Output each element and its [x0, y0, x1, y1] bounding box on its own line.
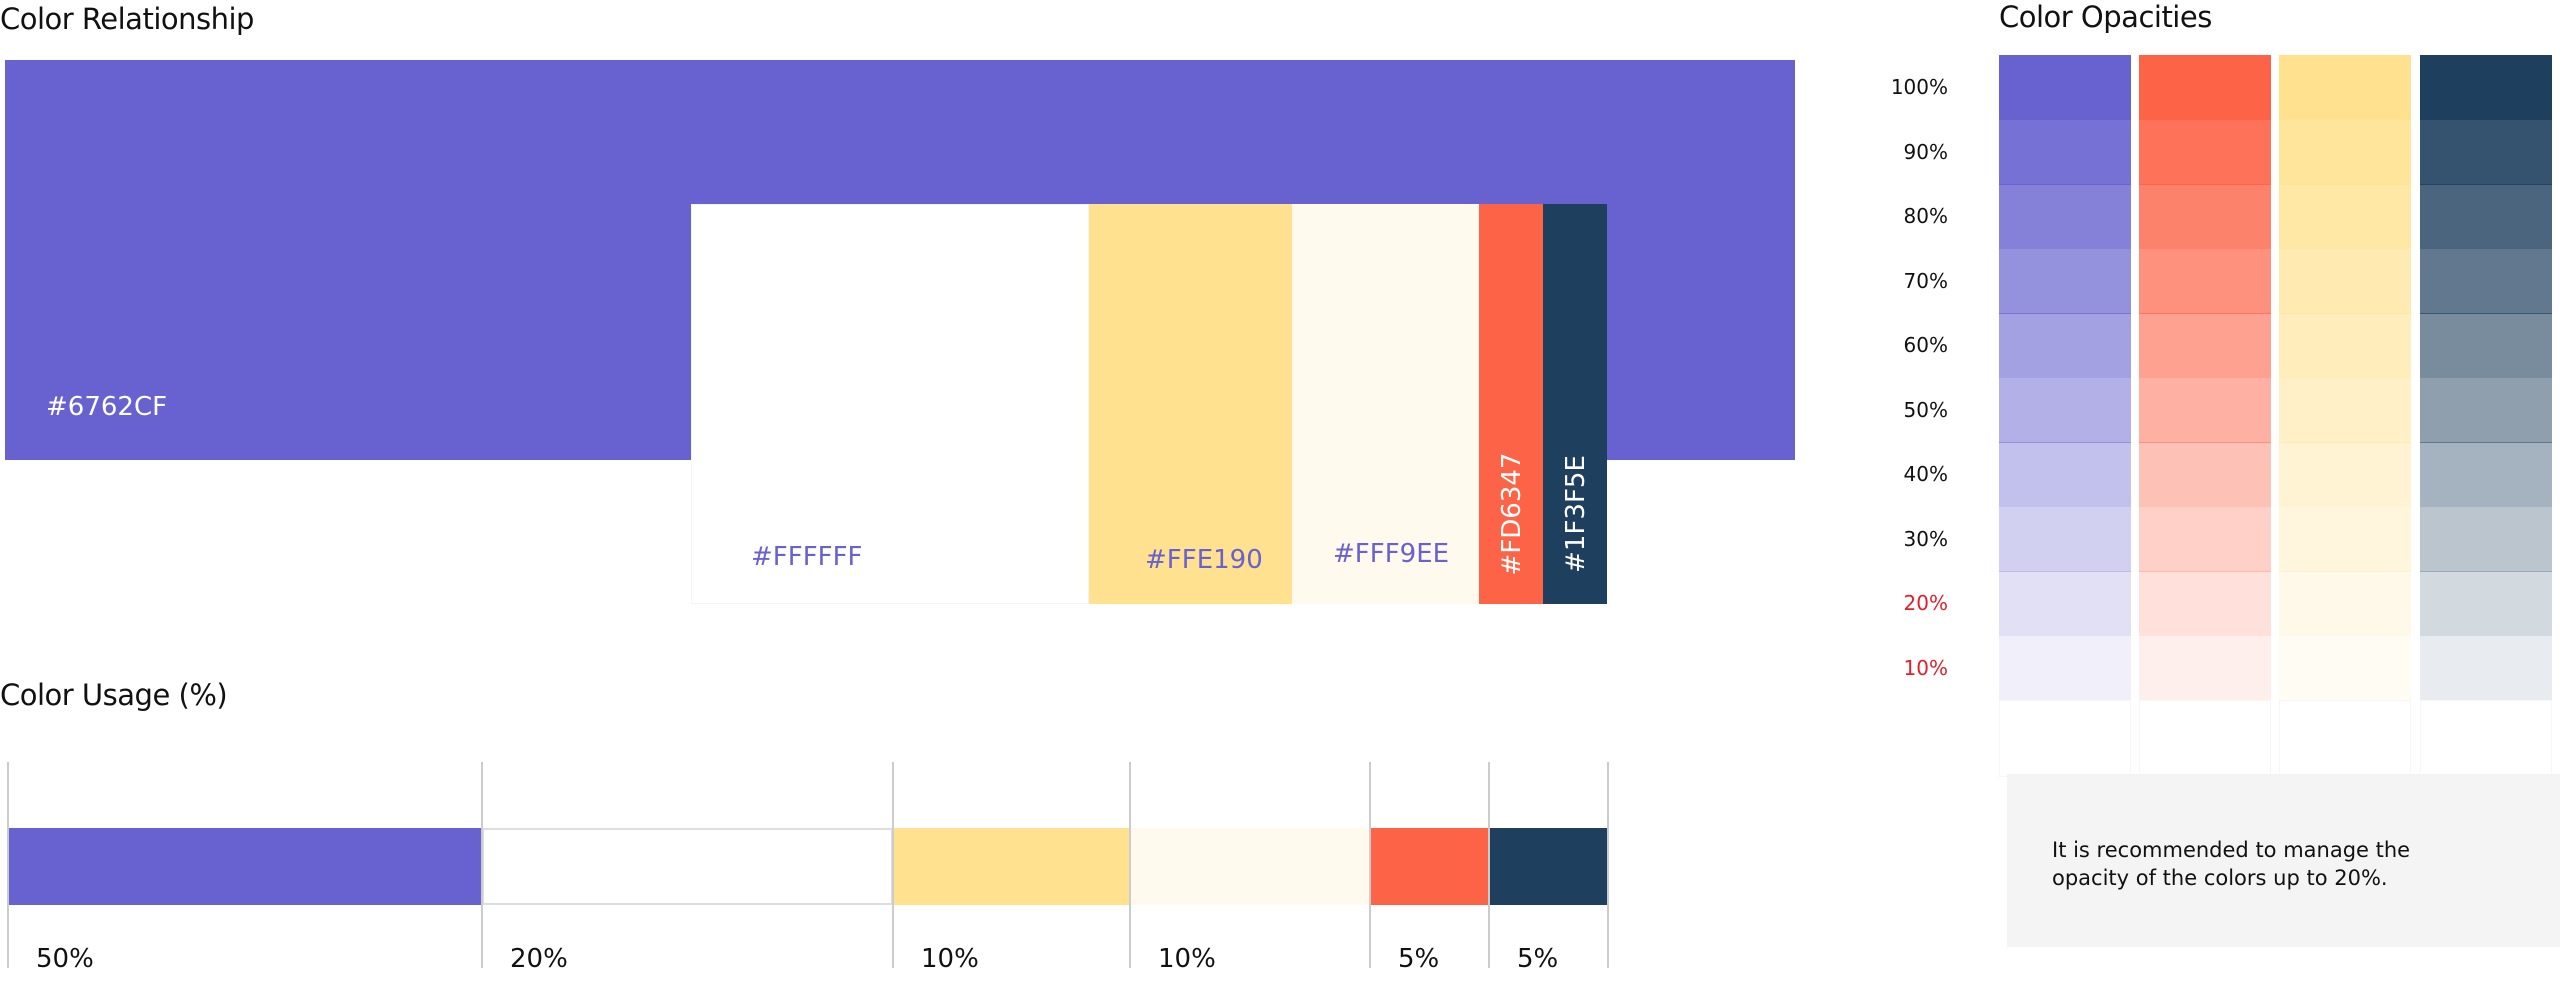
opacity-label: 60%: [1903, 333, 1948, 357]
opacity-swatch: [2420, 635, 2552, 701]
color-swatch: [1543, 204, 1607, 604]
section-title: Color Relationship: [0, 2, 254, 36]
opacity-swatch: [2139, 248, 2271, 314]
opacity-swatch: [2139, 55, 2271, 120]
opacity-label: 70%: [1903, 268, 1948, 293]
opacity-swatch: [2420, 119, 2552, 185]
opacity-swatch: [1999, 55, 2131, 120]
divider: [1369, 762, 1371, 968]
opacity-swatch: [1999, 442, 2131, 507]
opacity-label: 20%: [1903, 591, 1948, 615]
section-title: Color Opacities: [1999, 0, 2212, 34]
usage-label: 5%: [1398, 944, 1440, 974]
opacity-swatch: [2279, 635, 2411, 701]
note-box: [2007, 774, 2560, 947]
opacity-swatch: [1999, 184, 2131, 249]
opacity-swatch: [1999, 377, 2131, 443]
usage-label: 20%: [510, 944, 568, 974]
opacity-swatch: [2279, 248, 2411, 314]
opacity-swatch: [1999, 635, 2131, 701]
color-swatch: [691, 204, 1089, 604]
usage-label: 10%: [1158, 944, 1216, 974]
usage-label: 10%: [921, 944, 979, 974]
blank-swatch: [1999, 700, 2131, 777]
opacity-swatch: [2420, 184, 2552, 249]
opacity-swatch: [2420, 313, 2552, 378]
opacity-label: 30%: [1903, 526, 1948, 551]
opacity-swatch: [2139, 119, 2271, 185]
divider: [1607, 762, 1609, 968]
opacity-swatch: [2420, 442, 2552, 507]
color-swatch: [1479, 204, 1543, 604]
usage-bar: [1489, 828, 1608, 905]
swatch-label: #FD6347: [1497, 452, 1527, 576]
swatch-label: #6762CF: [46, 392, 168, 422]
opacity-swatch: [2279, 119, 2411, 185]
opacity-swatch: [2279, 313, 2411, 378]
opacity-swatch: [2139, 184, 2271, 249]
opacity-swatch: [2279, 377, 2411, 443]
opacity-swatch: [2139, 313, 2271, 378]
usage-bar: [1370, 828, 1489, 905]
opacity-swatch: [2420, 571, 2552, 636]
opacity-swatch: [2139, 571, 2271, 636]
opacity-swatch: [2139, 506, 2271, 572]
blank-swatch: [2279, 700, 2411, 777]
opacity-label: 80%: [1903, 204, 1948, 228]
opacity-swatch: [2279, 571, 2411, 636]
swatch-label: #FFF9EE: [1333, 539, 1450, 569]
opacity-label: 90%: [1903, 139, 1948, 164]
opacity-label: 40%: [1903, 462, 1948, 486]
usage-bar: [482, 828, 893, 905]
opacity-swatch: [2420, 248, 2552, 314]
swatch-label: #1F3F5E: [1561, 455, 1591, 573]
opacity-swatch: [2279, 184, 2411, 249]
note-text: It is recommended to manage the: [2052, 838, 2411, 862]
opacity-swatch: [1999, 119, 2131, 185]
blank-swatch: [2420, 700, 2552, 777]
swatch-label: #FFFFFF: [751, 542, 863, 572]
opacity-swatch: [2420, 506, 2552, 572]
opacity-swatch: [2139, 635, 2271, 701]
usage-bar: [893, 828, 1130, 905]
opacity-swatch: [2279, 506, 2411, 572]
note-text: opacity of the colors up to 20%.: [2052, 866, 2388, 890]
usage-bar: [1130, 828, 1370, 905]
blank-swatch: [2139, 700, 2271, 777]
divider: [892, 762, 894, 968]
opacity-swatch: [2139, 442, 2271, 507]
opacity-label: 10%: [1903, 655, 1948, 680]
opacity-swatch: [2420, 377, 2552, 443]
usage-label: 5%: [1517, 944, 1559, 974]
opacity-swatch: [1999, 313, 2131, 378]
opacity-label: 50%: [1903, 397, 1948, 422]
opacity-swatch: [1999, 571, 2131, 636]
swatch-label: #FFE190: [1145, 545, 1263, 575]
opacity-label: 100%: [1890, 75, 1948, 99]
opacity-swatch: [2279, 55, 2411, 120]
divider: [1488, 762, 1490, 968]
section-title: Color Usage (%): [0, 678, 228, 712]
color-swatch: [1292, 204, 1479, 604]
opacity-swatch: [1999, 248, 2131, 314]
opacity-swatch: [2420, 55, 2552, 120]
opacity-swatch: [2279, 442, 2411, 507]
divider: [1129, 762, 1131, 968]
color-swatch: [1089, 204, 1292, 604]
divider: [7, 762, 9, 968]
opacity-swatch: [1999, 506, 2131, 572]
usage-label: 50%: [36, 944, 94, 974]
opacity-swatch: [2139, 377, 2271, 443]
usage-bar: [8, 828, 482, 905]
divider: [481, 762, 483, 968]
